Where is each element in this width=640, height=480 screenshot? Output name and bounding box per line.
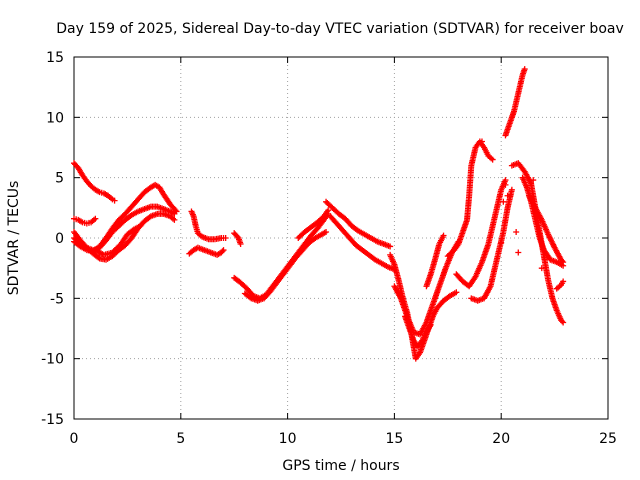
data-point	[530, 177, 537, 184]
data-point	[489, 156, 496, 163]
data-point	[538, 265, 545, 272]
x-tick-label: 25	[599, 431, 617, 447]
data-point	[92, 215, 99, 222]
y-tick-label: 0	[55, 231, 64, 247]
data-point	[498, 239, 505, 246]
data-points	[71, 66, 567, 362]
data-point	[137, 222, 144, 229]
data-point	[478, 138, 485, 145]
data-point-interp	[172, 207, 179, 214]
data-point	[427, 321, 434, 328]
chart-title: Day 159 of 2025, Sidereal Day-to-day VTE…	[56, 21, 624, 37]
data-point	[521, 66, 528, 73]
data-point	[220, 247, 227, 254]
y-tick-label: 10	[46, 110, 64, 126]
data-point	[171, 216, 178, 223]
data-point	[325, 207, 332, 214]
data-point	[513, 228, 520, 235]
data-point	[173, 208, 180, 215]
axis-ticks: 0 5 10 15 20 25 -15 -10 -5 0 5 10 15	[41, 50, 617, 447]
x-tick-label: 20	[492, 431, 510, 447]
data-point	[500, 198, 507, 205]
x-axis-label: GPS time / hours	[282, 458, 399, 474]
y-tick-label: 5	[55, 171, 64, 187]
data-point	[515, 249, 522, 256]
data-point	[560, 278, 567, 285]
x-tick-label: 10	[279, 431, 297, 447]
data-point	[504, 192, 511, 199]
y-tick-label: 15	[46, 50, 64, 66]
data-point	[222, 235, 229, 241]
data-point	[502, 181, 509, 188]
data-point	[323, 228, 330, 235]
grid	[74, 57, 608, 419]
x-tick-label: 0	[70, 431, 79, 447]
y-tick-label: -5	[50, 291, 64, 307]
data-point	[440, 232, 447, 239]
y-tick-label: -15	[41, 412, 64, 428]
data-point-interp	[559, 257, 566, 264]
data-point	[560, 319, 567, 326]
y-tick-label: -10	[41, 352, 64, 368]
y-axis-label: SDTVAR / TECUs	[6, 181, 22, 296]
x-tick-label: 5	[176, 431, 185, 447]
data-point	[508, 186, 515, 193]
data-point	[111, 197, 118, 204]
data-point	[560, 259, 567, 266]
data-point-interp	[219, 248, 226, 255]
data-point-interp	[559, 318, 566, 325]
data-point	[453, 289, 460, 296]
data-point	[387, 243, 394, 250]
data-point	[237, 241, 244, 248]
x-tick-label: 15	[385, 431, 403, 447]
data-point-interp	[95, 254, 102, 261]
